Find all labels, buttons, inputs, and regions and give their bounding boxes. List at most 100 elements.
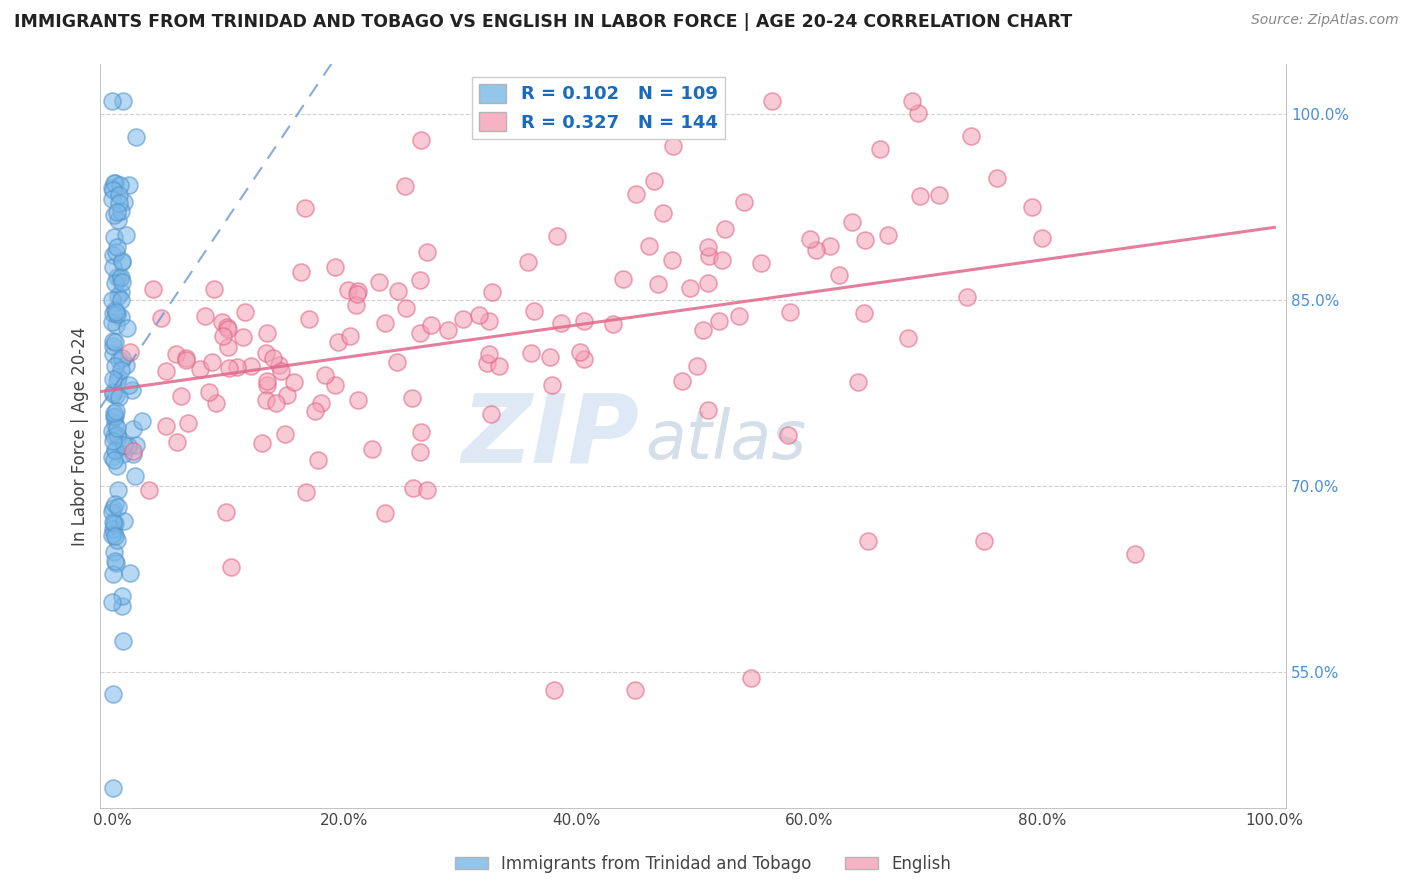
Point [101, 386, 124, 401]
Point [853, 233, 876, 247]
Point [114, 194, 136, 209]
Point [101, 293, 124, 308]
Point [325, 378, 347, 392]
Point [125, 438, 148, 452]
Point [112, 514, 135, 528]
Point [108, 178, 131, 192]
Point [112, 95, 135, 109]
Point [387, 284, 409, 298]
Point [101, 183, 124, 197]
Point [104, 404, 127, 418]
Point [519, 345, 541, 359]
Point [679, 281, 702, 295]
Point [104, 276, 127, 290]
Point [818, 239, 841, 253]
Point [692, 323, 714, 337]
Point [101, 566, 124, 581]
Point [395, 301, 418, 316]
Point [647, 277, 669, 292]
Point [104, 177, 127, 191]
Point [869, 142, 891, 156]
Point [101, 595, 124, 609]
Point [907, 105, 929, 120]
Point [111, 599, 134, 613]
Point [337, 283, 360, 297]
Point [101, 347, 124, 361]
Point [103, 516, 125, 531]
Point [103, 177, 125, 191]
Point [111, 275, 134, 289]
Point [165, 347, 187, 361]
Point [841, 215, 863, 229]
Point [115, 228, 138, 243]
Point [103, 410, 125, 425]
Point [108, 270, 131, 285]
Point [117, 439, 139, 453]
Point [188, 361, 211, 376]
Point [103, 525, 125, 540]
Point [276, 387, 298, 401]
Point [478, 314, 501, 328]
Point [103, 429, 125, 443]
Point [710, 252, 733, 267]
Point [131, 413, 153, 427]
Point [111, 633, 134, 648]
Point [101, 95, 124, 109]
Point [105, 428, 128, 442]
Point [103, 334, 125, 349]
Point [124, 469, 146, 483]
Point [225, 360, 247, 375]
Point [307, 453, 329, 467]
Point [339, 328, 361, 343]
Point [176, 416, 198, 430]
Point [479, 408, 502, 422]
Point [1021, 200, 1043, 214]
Point [155, 364, 177, 378]
Point [101, 306, 124, 320]
Point [416, 483, 439, 497]
Point [240, 359, 263, 373]
Point [215, 320, 238, 334]
Point [740, 671, 762, 685]
Legend: R = 0.102   N = 109, R = 0.327   N = 144: R = 0.102 N = 109, R = 0.327 N = 144 [472, 77, 724, 139]
Point [686, 359, 709, 373]
Point [103, 517, 125, 532]
Point [110, 270, 132, 285]
Point [103, 406, 125, 420]
Point [104, 443, 127, 458]
Point [122, 444, 145, 458]
Point [283, 375, 305, 389]
Point [174, 351, 197, 366]
Point [543, 683, 565, 698]
Point [201, 355, 224, 369]
Point [799, 232, 821, 246]
Point [602, 318, 624, 332]
Point [361, 442, 384, 456]
Point [121, 422, 143, 436]
Point [346, 297, 368, 311]
Point [411, 133, 433, 147]
Point [254, 346, 277, 360]
Point [478, 346, 501, 360]
Point [107, 307, 129, 321]
Point [290, 265, 312, 279]
Point [110, 293, 132, 307]
Point [959, 128, 981, 143]
Point [908, 189, 931, 203]
Point [250, 435, 273, 450]
Point [232, 330, 254, 344]
Point [166, 434, 188, 449]
Point [304, 404, 326, 418]
Point [697, 249, 720, 263]
Point [661, 139, 683, 153]
Point [451, 312, 474, 326]
Point [853, 306, 876, 320]
Point [110, 363, 132, 377]
Point [107, 187, 129, 202]
Point [546, 229, 568, 244]
Point [103, 522, 125, 536]
Point [409, 272, 432, 286]
Point [294, 202, 316, 216]
Point [117, 378, 139, 392]
Point [103, 208, 125, 222]
